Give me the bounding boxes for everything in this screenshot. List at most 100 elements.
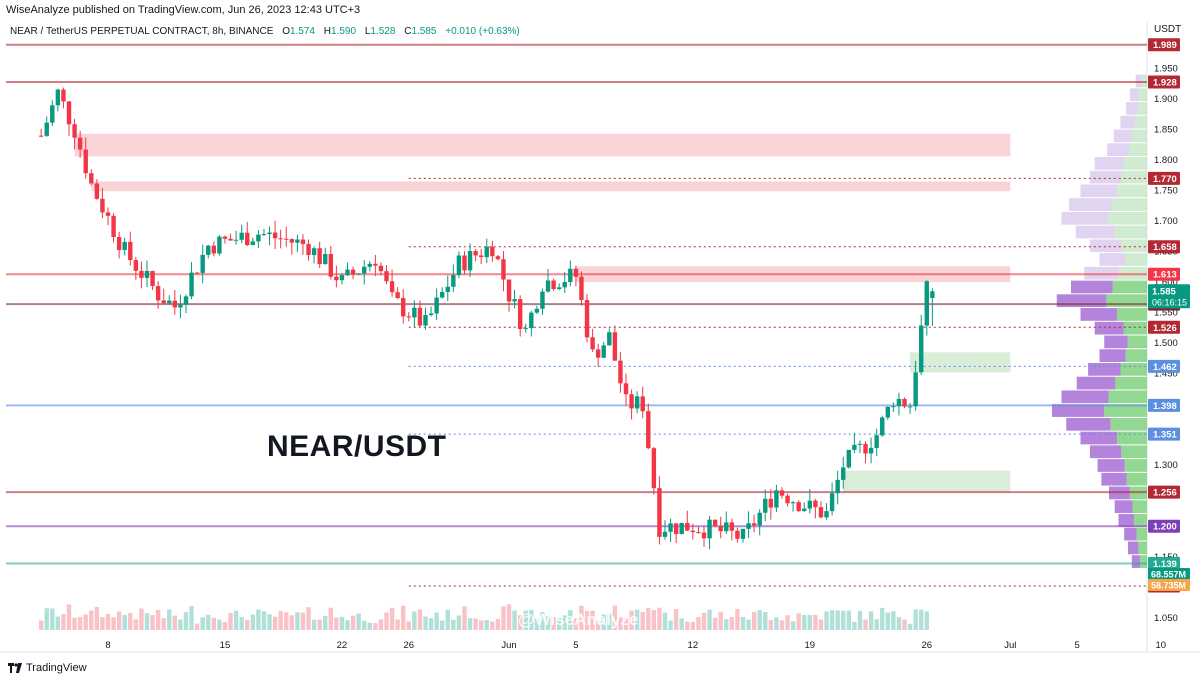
- candle-body: [323, 253, 328, 265]
- volume-bar: [440, 620, 445, 630]
- volume-bar: [707, 609, 712, 630]
- level-price-tag-label: 1.200: [1153, 522, 1177, 533]
- time-tick-label: 22: [337, 640, 348, 651]
- candle-body: [345, 269, 350, 276]
- level-price-tag[interactable]: [1148, 320, 1180, 334]
- volume-bar: [434, 612, 439, 630]
- volume-value-label: 68.557M: [1151, 570, 1186, 580]
- level-price-tag[interactable]: [1148, 240, 1180, 254]
- volume-bar: [857, 610, 863, 630]
- level-price-tag[interactable]: [1148, 171, 1180, 185]
- volume-bar: [523, 610, 528, 630]
- volume-bar: [278, 611, 283, 630]
- volume-profile-bar-up: [1099, 349, 1126, 362]
- level-price-tag[interactable]: [1148, 556, 1180, 570]
- volume-bar: [634, 609, 640, 630]
- candle-body: [50, 105, 55, 123]
- candle-body: [874, 435, 879, 448]
- price-tick-label: 1.450: [1154, 369, 1178, 380]
- volume-bar: [846, 610, 852, 630]
- candle-body: [852, 444, 857, 450]
- volume-profile-bar-up: [1088, 362, 1121, 376]
- volume-bar: [818, 619, 824, 630]
- volume-profile-bar-up: [1114, 500, 1133, 514]
- candle-body: [495, 256, 501, 260]
- level-price-tag[interactable]: [1148, 398, 1180, 412]
- candle-body: [634, 396, 640, 409]
- volume-bar: [77, 616, 83, 630]
- time-tick-label: 5: [1075, 640, 1080, 651]
- candle-body: [462, 255, 467, 271]
- volume-bar: [378, 619, 384, 630]
- volume-bar: [133, 619, 139, 630]
- tradingview-logo[interactable]: TradingView: [8, 662, 87, 674]
- time-tick-label: Jul: [1004, 640, 1016, 651]
- volume-bar: [796, 613, 801, 630]
- volume-bar: [679, 618, 684, 630]
- price-tick-label: 1.750: [1154, 186, 1178, 197]
- level-price-tag[interactable]: [1148, 359, 1180, 373]
- candle-body: [707, 519, 712, 539]
- volume-bar: [38, 620, 44, 630]
- candle-body: [423, 314, 428, 326]
- level-price-tag[interactable]: [1148, 75, 1180, 89]
- volume-profile-bar-down: [1132, 500, 1147, 514]
- volume-bar: [272, 616, 278, 630]
- candle-body: [880, 417, 885, 436]
- candle-body: [551, 280, 556, 290]
- volume-bar: [295, 612, 300, 630]
- candle-body: [334, 276, 339, 281]
- volume-bar: [651, 610, 657, 630]
- candle-body: [824, 511, 829, 518]
- volume-bar: [534, 618, 540, 630]
- volume-bar: [44, 608, 49, 630]
- level-price-tag[interactable]: [1148, 485, 1180, 499]
- volume-bar: [100, 617, 105, 630]
- level-price-tag[interactable]: [1148, 267, 1180, 281]
- candle-body: [206, 245, 211, 255]
- volume-bar: [389, 607, 395, 630]
- candle-body: [133, 260, 139, 271]
- last-price-value: 1.585: [1152, 286, 1176, 297]
- volume-bar: [144, 613, 150, 630]
- volume-bar: [746, 619, 751, 630]
- candle-body: [339, 275, 345, 281]
- volume-bar: [595, 620, 601, 630]
- candle-body: [924, 281, 929, 326]
- volume-profile-bar-down: [1121, 445, 1147, 459]
- level-price-tag[interactable]: [1148, 38, 1180, 52]
- volume-profile-bar-up: [1090, 239, 1122, 253]
- volume-bar: [868, 611, 874, 630]
- symbol-legend[interactable]: NEAR / TetherUS PERPETUAL CONTRACT, 8h, …: [10, 26, 520, 37]
- candle-body: [350, 269, 356, 275]
- candle-body: [813, 500, 818, 508]
- candle-body: [211, 245, 217, 254]
- level-price-tag[interactable]: [1148, 427, 1180, 441]
- volume-profile-bar-down: [1114, 225, 1147, 239]
- candle-body: [868, 447, 874, 454]
- candle-body: [490, 246, 495, 257]
- candle-body: [300, 239, 306, 245]
- volume-profile-bar-up: [1094, 321, 1124, 335]
- candle-body: [317, 248, 322, 265]
- volume-bar: [178, 619, 183, 630]
- level-price-tag[interactable]: [1148, 519, 1180, 533]
- volume-profile-bar-up: [1075, 225, 1115, 239]
- candle-body: [673, 523, 679, 535]
- candle-body: [261, 234, 267, 236]
- volume-profile-bar-down: [1139, 88, 1147, 102]
- candle-body: [484, 246, 489, 258]
- candle-body: [161, 300, 166, 304]
- candle-body: [178, 304, 183, 308]
- volume-bar: [150, 615, 155, 630]
- volume-bar: [835, 610, 840, 630]
- candle-body: [245, 232, 250, 246]
- volume-bar: [233, 610, 239, 630]
- volume-profile-bar-up: [1061, 211, 1109, 225]
- volume-bar: [445, 609, 450, 630]
- candle-body: [579, 276, 584, 301]
- candle-body: [573, 268, 579, 277]
- last-price-tag[interactable]: [1148, 284, 1190, 309]
- level-price-tag-label: 1.256: [1153, 488, 1177, 499]
